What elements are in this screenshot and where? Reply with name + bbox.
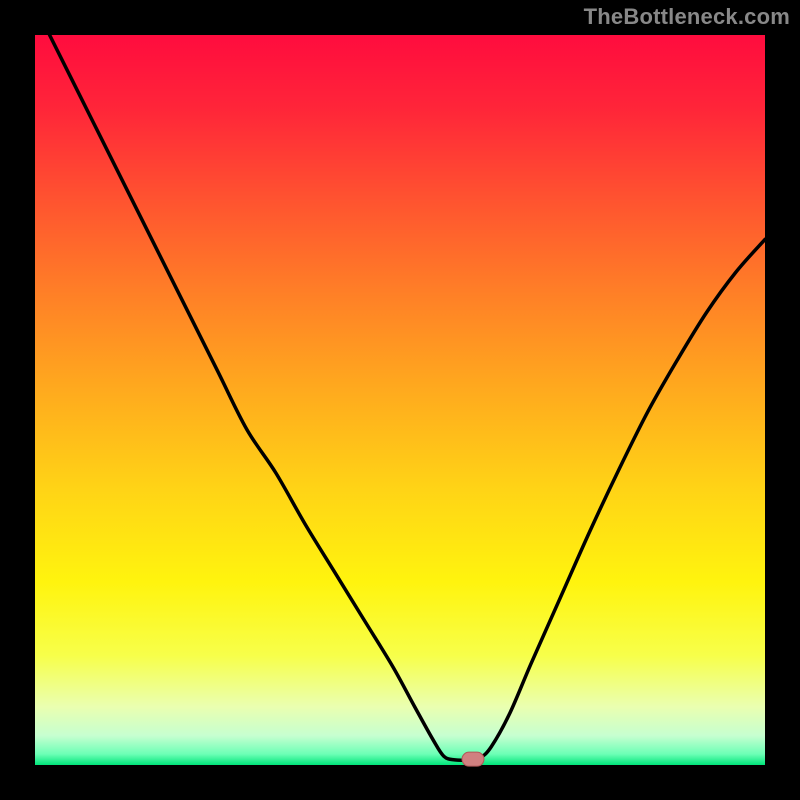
chart-container: TheBottleneck.com (0, 0, 800, 800)
optimal-point-marker (462, 752, 484, 766)
bottleneck-curve-chart (0, 0, 800, 800)
watermark-text: TheBottleneck.com (584, 4, 790, 30)
